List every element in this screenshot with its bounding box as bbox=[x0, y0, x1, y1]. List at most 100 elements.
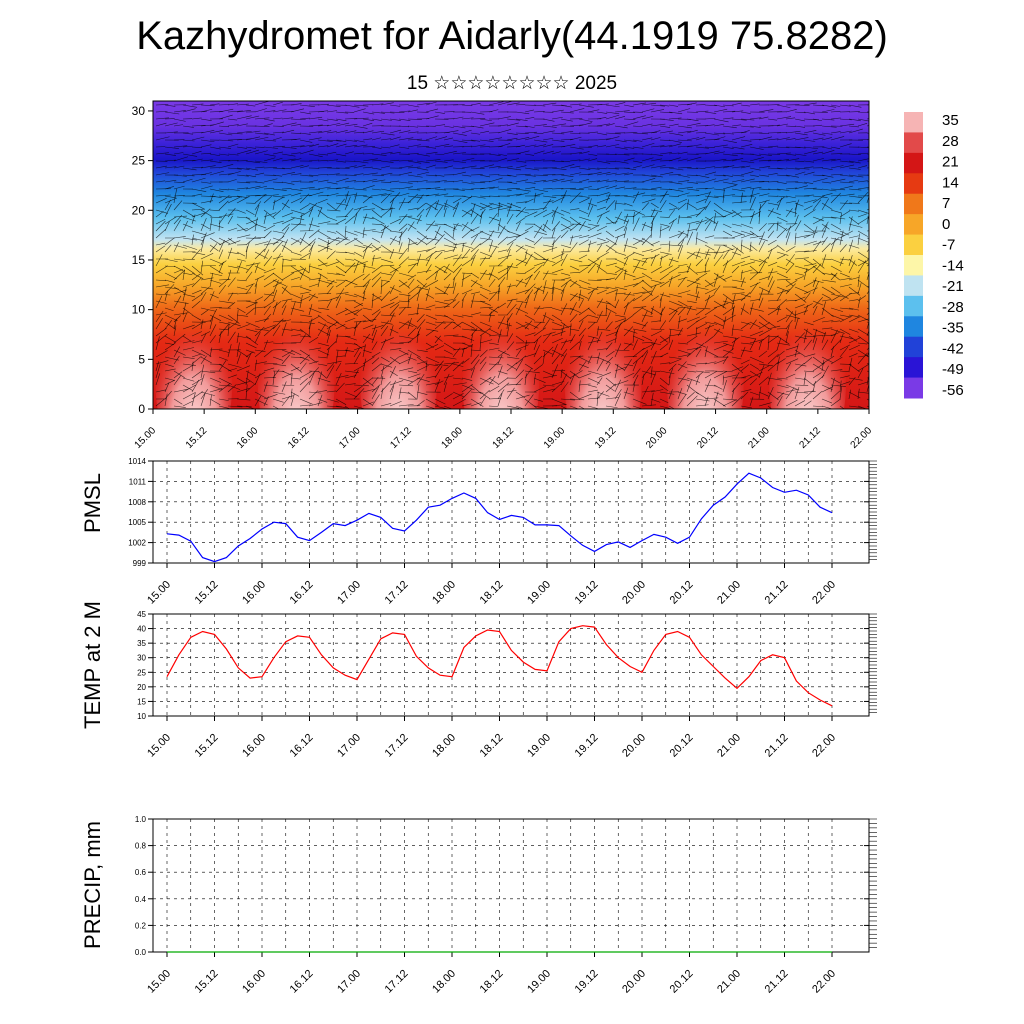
y-axis-label: PMSL bbox=[80, 473, 105, 533]
y-tick-label: 1002 bbox=[128, 539, 146, 548]
colorbar-label: -21 bbox=[942, 278, 964, 295]
heat-y-tick-label: 0 bbox=[138, 402, 145, 416]
x-tick-label: 19.00 bbox=[525, 579, 553, 607]
x-tick-label: 20.00 bbox=[620, 579, 648, 607]
line-panel-3: 0.0 0.2 0.4 0.6 0.8 1.0 15.00 15.12 16.00 16.12 17… bbox=[80, 815, 877, 996]
colorbar-segment bbox=[904, 275, 923, 297]
x-tick-label: 21.00 bbox=[715, 968, 743, 996]
colorbar-label: 28 bbox=[942, 133, 959, 150]
x-tick-label: 20.00 bbox=[620, 968, 648, 996]
colorbar-segment bbox=[904, 112, 923, 133]
x-tick-label: 17.00 bbox=[335, 732, 363, 760]
heat-x-tick-label: 19.12 bbox=[593, 425, 619, 451]
colorbar-label: -35 bbox=[942, 320, 964, 337]
heat-x-tick-label: 17.00 bbox=[337, 425, 363, 451]
x-tick-label: 18.00 bbox=[430, 579, 458, 607]
colorbar-label: 0 bbox=[942, 216, 950, 233]
x-tick-label: 17.12 bbox=[383, 579, 411, 607]
y-tick-label: 0.2 bbox=[135, 921, 147, 930]
page-title: Kazhydromet for Aidarly(44.1919 75.8282) bbox=[136, 14, 888, 58]
y-tick-label: 40 bbox=[137, 625, 146, 634]
x-tick-label: 22.00 bbox=[810, 579, 838, 607]
warm-surface-cell bbox=[564, 306, 642, 409]
x-tick-label: 15.12 bbox=[193, 579, 221, 607]
time-series-panels: 999 1002 1005 1008 1011 1014 15.00 15.12 16.00 16… bbox=[80, 457, 877, 996]
y-tick-label: 999 bbox=[133, 559, 147, 568]
heat-x-tick-label: 20.12 bbox=[695, 425, 721, 451]
heat-x-tick-label: 18.12 bbox=[491, 425, 517, 451]
warm-surface-cell bbox=[666, 306, 744, 409]
x-tick-label: 15.00 bbox=[145, 579, 173, 607]
heat-x-tick-label: 19.00 bbox=[542, 425, 568, 451]
x-tick-label: 20.12 bbox=[668, 732, 696, 760]
x-tick-label: 18.12 bbox=[478, 968, 506, 996]
page-subtitle: 15 ☆☆☆☆☆☆☆☆ 2025 bbox=[406, 73, 618, 94]
heat-y-tick-label: 5 bbox=[138, 352, 145, 366]
y-tick-label: 1008 bbox=[128, 498, 146, 507]
x-tick-label: 20.12 bbox=[668, 579, 696, 607]
y-tick-label: 10 bbox=[137, 712, 146, 721]
y-tick-label: 0.4 bbox=[135, 895, 147, 904]
y-tick-label: 0.8 bbox=[135, 842, 147, 851]
y-tick-label: 0.0 bbox=[135, 948, 147, 957]
y-tick-label: 1014 bbox=[128, 457, 146, 466]
x-tick-label: 21.12 bbox=[763, 732, 791, 760]
colorbar-label: 35 bbox=[942, 112, 959, 129]
colorbar-segment bbox=[904, 377, 923, 399]
heat-y-tick-label: 25 bbox=[132, 154, 146, 168]
x-tick-label: 17.12 bbox=[383, 732, 411, 760]
y-tick-label: 15 bbox=[137, 697, 146, 706]
x-tick-label: 22.00 bbox=[810, 968, 838, 996]
y-axis-label: TEMP at 2 M bbox=[80, 601, 105, 729]
x-tick-label: 16.12 bbox=[288, 968, 316, 996]
colorbar-segment bbox=[904, 193, 923, 215]
x-tick-label: 15.12 bbox=[193, 732, 221, 760]
heat-x-tick-label: 15.00 bbox=[133, 425, 159, 451]
x-tick-label: 15.00 bbox=[145, 968, 173, 996]
heat-y-tick-label: 30 bbox=[132, 104, 146, 118]
x-tick-label: 18.00 bbox=[430, 968, 458, 996]
heat-y-tick-label: 15 bbox=[132, 253, 146, 267]
series-line bbox=[166, 625, 833, 707]
colorbar-label: -28 bbox=[942, 299, 964, 316]
heat-x-tick-label: 16.00 bbox=[235, 425, 261, 451]
x-tick-label: 21.12 bbox=[763, 968, 791, 996]
heat-x-tick-label: 18.00 bbox=[440, 425, 466, 451]
colorbar-segment bbox=[904, 316, 923, 338]
x-tick-label: 16.00 bbox=[240, 968, 268, 996]
x-tick-label: 16.12 bbox=[288, 579, 316, 607]
x-tick-label: 21.00 bbox=[715, 579, 743, 607]
line-panel-1: 999 1002 1005 1008 1011 1014 15.00 15.12 16.00 16… bbox=[80, 457, 877, 607]
x-tick-label: 16.00 bbox=[240, 732, 268, 760]
x-tick-label: 19.12 bbox=[573, 579, 601, 607]
y-tick-label: 25 bbox=[137, 668, 146, 677]
heat-x-tick-label: 17.12 bbox=[388, 425, 414, 451]
heat-y-tick-label: 20 bbox=[132, 203, 146, 217]
colorbar-segment bbox=[904, 336, 923, 358]
heat-x-tick-label: 20.00 bbox=[644, 425, 670, 451]
panel-frame bbox=[152, 613, 870, 717]
x-tick-label: 21.12 bbox=[763, 579, 791, 607]
y-tick-label: 1011 bbox=[129, 477, 147, 486]
y-tick-label: 35 bbox=[137, 639, 146, 648]
x-tick-label: 22.00 bbox=[810, 732, 838, 760]
x-tick-label: 19.00 bbox=[525, 732, 553, 760]
colorbar-label: 14 bbox=[942, 174, 959, 191]
x-tick-label: 19.00 bbox=[525, 968, 553, 996]
x-tick-label: 16.12 bbox=[288, 732, 316, 760]
colorbar-label: -14 bbox=[942, 257, 964, 274]
colorbar-label: -42 bbox=[942, 340, 964, 357]
colorbar-segment bbox=[904, 295, 923, 317]
heat-x-tick-label: 16.12 bbox=[286, 425, 312, 451]
temperature-heatmap-panel: 0 5 10 15 20 25 30 15.00 15.12 16.00 16.12 17.00 17.… bbox=[132, 100, 875, 451]
colorbar-label: -56 bbox=[942, 382, 964, 399]
colorbar-segment bbox=[904, 357, 923, 379]
y-tick-label: 45 bbox=[137, 610, 146, 619]
colorbar-segment bbox=[904, 173, 923, 195]
colorbar-segment bbox=[904, 255, 923, 276]
colorbar-label: -7 bbox=[942, 237, 955, 254]
heat-x-tick-label: 22.00 bbox=[849, 425, 875, 451]
colorbar-label: -49 bbox=[942, 361, 964, 378]
colorbar-segment bbox=[904, 234, 923, 256]
